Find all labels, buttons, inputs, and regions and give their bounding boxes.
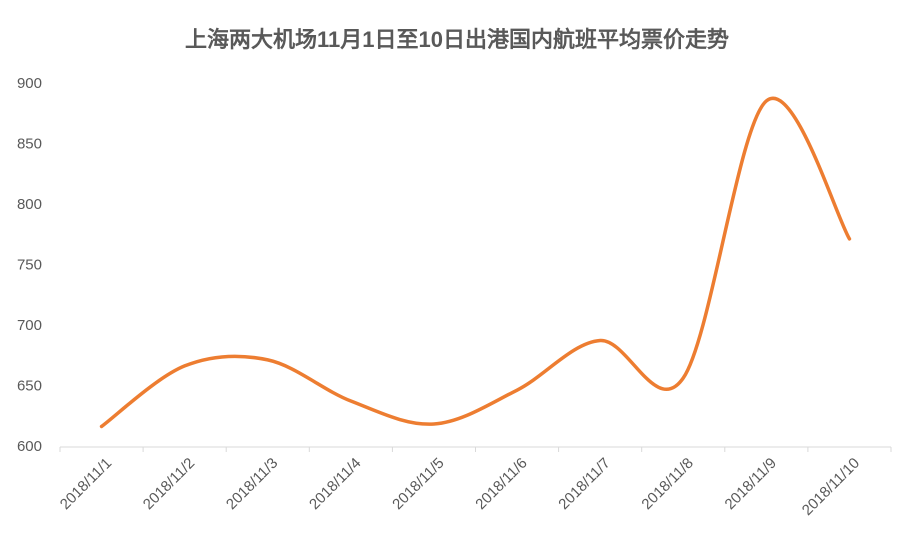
y-tick-label: 850 bbox=[17, 135, 42, 152]
y-tick-label: 600 bbox=[17, 438, 42, 455]
line bbox=[99, 96, 852, 429]
y-tick-label: 800 bbox=[17, 196, 42, 213]
y-tick-label: 750 bbox=[17, 256, 42, 273]
y-tick-label: 900 bbox=[17, 75, 42, 92]
chart-title: 上海两大机场11月1日至10日出港国内航班平均票价走势 bbox=[185, 27, 729, 52]
y-tick-label: 650 bbox=[17, 377, 42, 394]
y-tick-label: 700 bbox=[17, 317, 42, 334]
